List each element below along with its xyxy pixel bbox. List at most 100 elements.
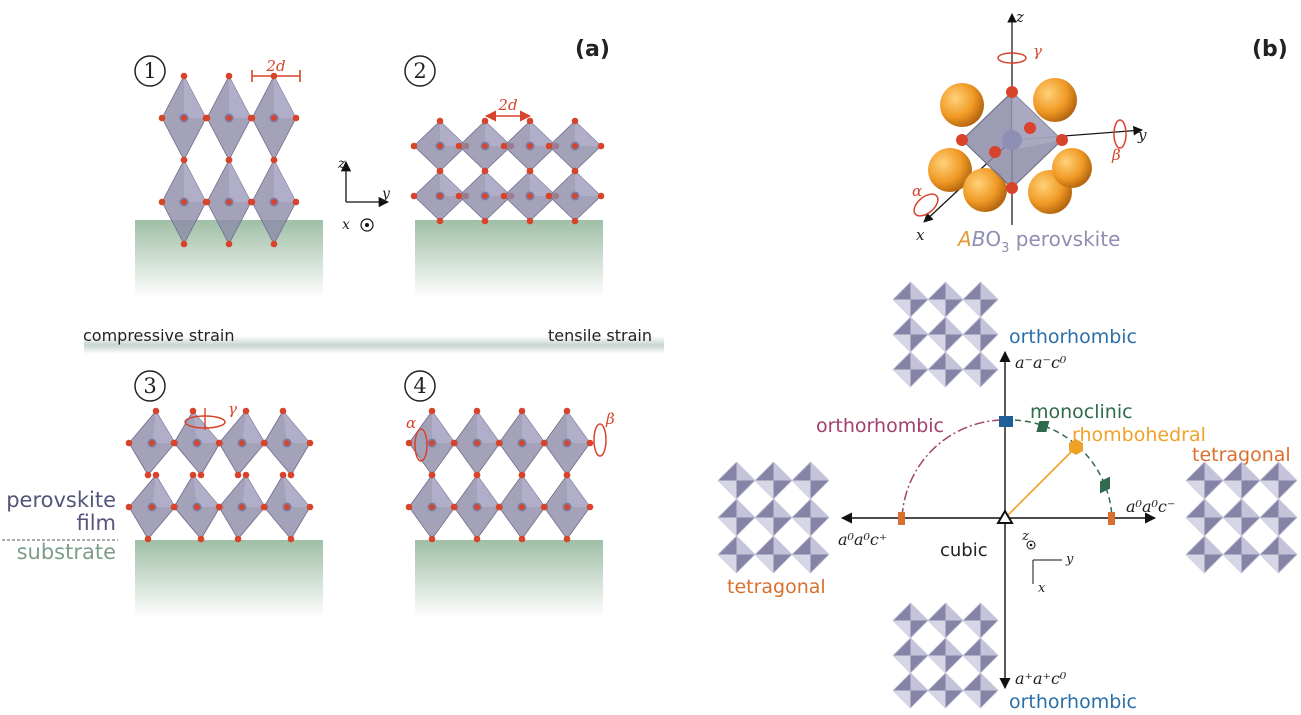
oxygen-atom [495, 503, 503, 511]
svg-text:β: β [1111, 146, 1121, 164]
oxygen-atom [455, 192, 463, 200]
oxygen-atom [428, 471, 436, 479]
oxygen-atom [197, 471, 205, 479]
oxygen-atom [1024, 122, 1036, 134]
oxygen-atom [248, 198, 256, 206]
lattice-tilted-gamma [125, 407, 314, 543]
oxygen-atom [481, 117, 489, 125]
panel-b: (b) z y x γ [717, 8, 1298, 713]
octahedron-tile [754, 461, 793, 500]
svg-text:z: z [337, 156, 346, 172]
oxygen-atom [545, 142, 553, 150]
octahedron-tile [927, 316, 964, 353]
oxygen-atom [306, 439, 314, 447]
octahedron [170, 471, 224, 543]
oxygen-atom [526, 117, 534, 125]
octahedron [500, 167, 560, 225]
oxygen-atom [1006, 86, 1018, 98]
oxygen-atom [225, 72, 233, 80]
circled-number-4: 4 [404, 370, 436, 402]
perovskite-formula-label: ABO3 perovskite [956, 227, 1120, 256]
oxygen-atom [287, 535, 295, 543]
rhombohedral-line [1004, 446, 1077, 519]
svg-text:x: x [916, 226, 925, 244]
svg-text:α: α [912, 182, 922, 200]
octahedra-grid-right [1185, 461, 1298, 574]
oxygen-atom [436, 167, 444, 175]
label-glazer-bottom: a⁺a⁺c⁰ [1015, 669, 1067, 688]
label-glazer-top: a⁻a⁻c⁰ [1015, 353, 1067, 372]
film-label-line2: film [76, 511, 116, 535]
octahedron [545, 117, 605, 175]
oxygen-atom [189, 471, 197, 479]
octahedra-grid-left [717, 461, 830, 574]
oxygen-atom [144, 535, 152, 543]
spacing-marker-2: 2d [484, 96, 532, 122]
oxygen-atom [450, 439, 458, 447]
label-orthorhombic-top: orthorhombic [1009, 326, 1137, 348]
oxygen-atom [481, 217, 489, 225]
oxygen-atom [170, 439, 178, 447]
oxygen-atom [260, 439, 268, 447]
svg-text:z: z [1015, 8, 1024, 26]
oxygen-atom [144, 471, 152, 479]
oxygen-atom [410, 142, 418, 150]
label-tetragonal-right: tetragonal [1192, 444, 1291, 466]
octahedron [125, 471, 179, 543]
oxygen-atom [455, 142, 463, 150]
octahedron-tile [1259, 498, 1298, 537]
oxygen-atom [410, 192, 418, 200]
oxygen-atom [180, 156, 188, 164]
octahedron-tile [962, 602, 999, 639]
oxygen-atom [248, 114, 256, 122]
oxygen-atom [563, 407, 571, 415]
lattice-compressive [158, 72, 300, 248]
octahedron [203, 156, 255, 248]
marker-tetragonal-right [1108, 512, 1115, 525]
gamma-rotation-marker: γ [184, 400, 237, 430]
marker-tetragonal-left [898, 512, 905, 525]
octahedron [215, 471, 269, 543]
octahedron-tile [892, 281, 929, 318]
oxygen-atom [526, 217, 534, 225]
substrate-block-4 [415, 540, 603, 618]
oxygen-atom [189, 407, 197, 415]
oxygen-atom [292, 198, 300, 206]
circled-number-3: 3 [134, 370, 166, 402]
oxygen-atom [450, 503, 458, 511]
oxygen-atom [180, 72, 188, 80]
panel-a: (a) 1 2 3 4 [2, 37, 664, 618]
octahedron-tile [927, 281, 964, 318]
substrate-label: substrate [17, 540, 116, 564]
octahedron-tile [1185, 461, 1224, 500]
perovskite-unit-cell: z y x γ β α [912, 8, 1147, 244]
marker-monoclinic-2 [1100, 476, 1110, 494]
oxygen-atom [203, 198, 211, 206]
oxygen-atom [152, 407, 160, 415]
spacing-marker-1: 2d [251, 57, 301, 82]
label-rhombohedral: rhombohedral [1072, 424, 1206, 446]
octahedron-tile [717, 461, 756, 500]
octahedron-tile [892, 672, 929, 709]
oxygen-atom [956, 134, 968, 146]
octahedron-tile [927, 672, 964, 709]
octahedron-tile [962, 281, 999, 318]
oxygen-atom [260, 503, 268, 511]
oxygen-atom [170, 503, 178, 511]
oxygen-atom [158, 198, 166, 206]
compressive-strain-label: compressive strain [83, 326, 235, 345]
svg-text:3: 3 [143, 374, 156, 398]
octahedron-tile [962, 637, 999, 674]
octahedra-grid-bottom [892, 602, 999, 709]
svg-text:x: x [342, 217, 350, 233]
label-orthorhombic-left: orthorhombic [816, 415, 944, 437]
circled-number-1: 1 [134, 55, 166, 87]
octahedron [500, 117, 560, 175]
svg-text:y: y [1065, 552, 1074, 567]
octahedron [455, 117, 515, 175]
oxygen-atom [540, 503, 548, 511]
substrate-block-2 [415, 220, 603, 298]
oxygen-atom [597, 142, 605, 150]
oxygen-atom [473, 407, 481, 415]
